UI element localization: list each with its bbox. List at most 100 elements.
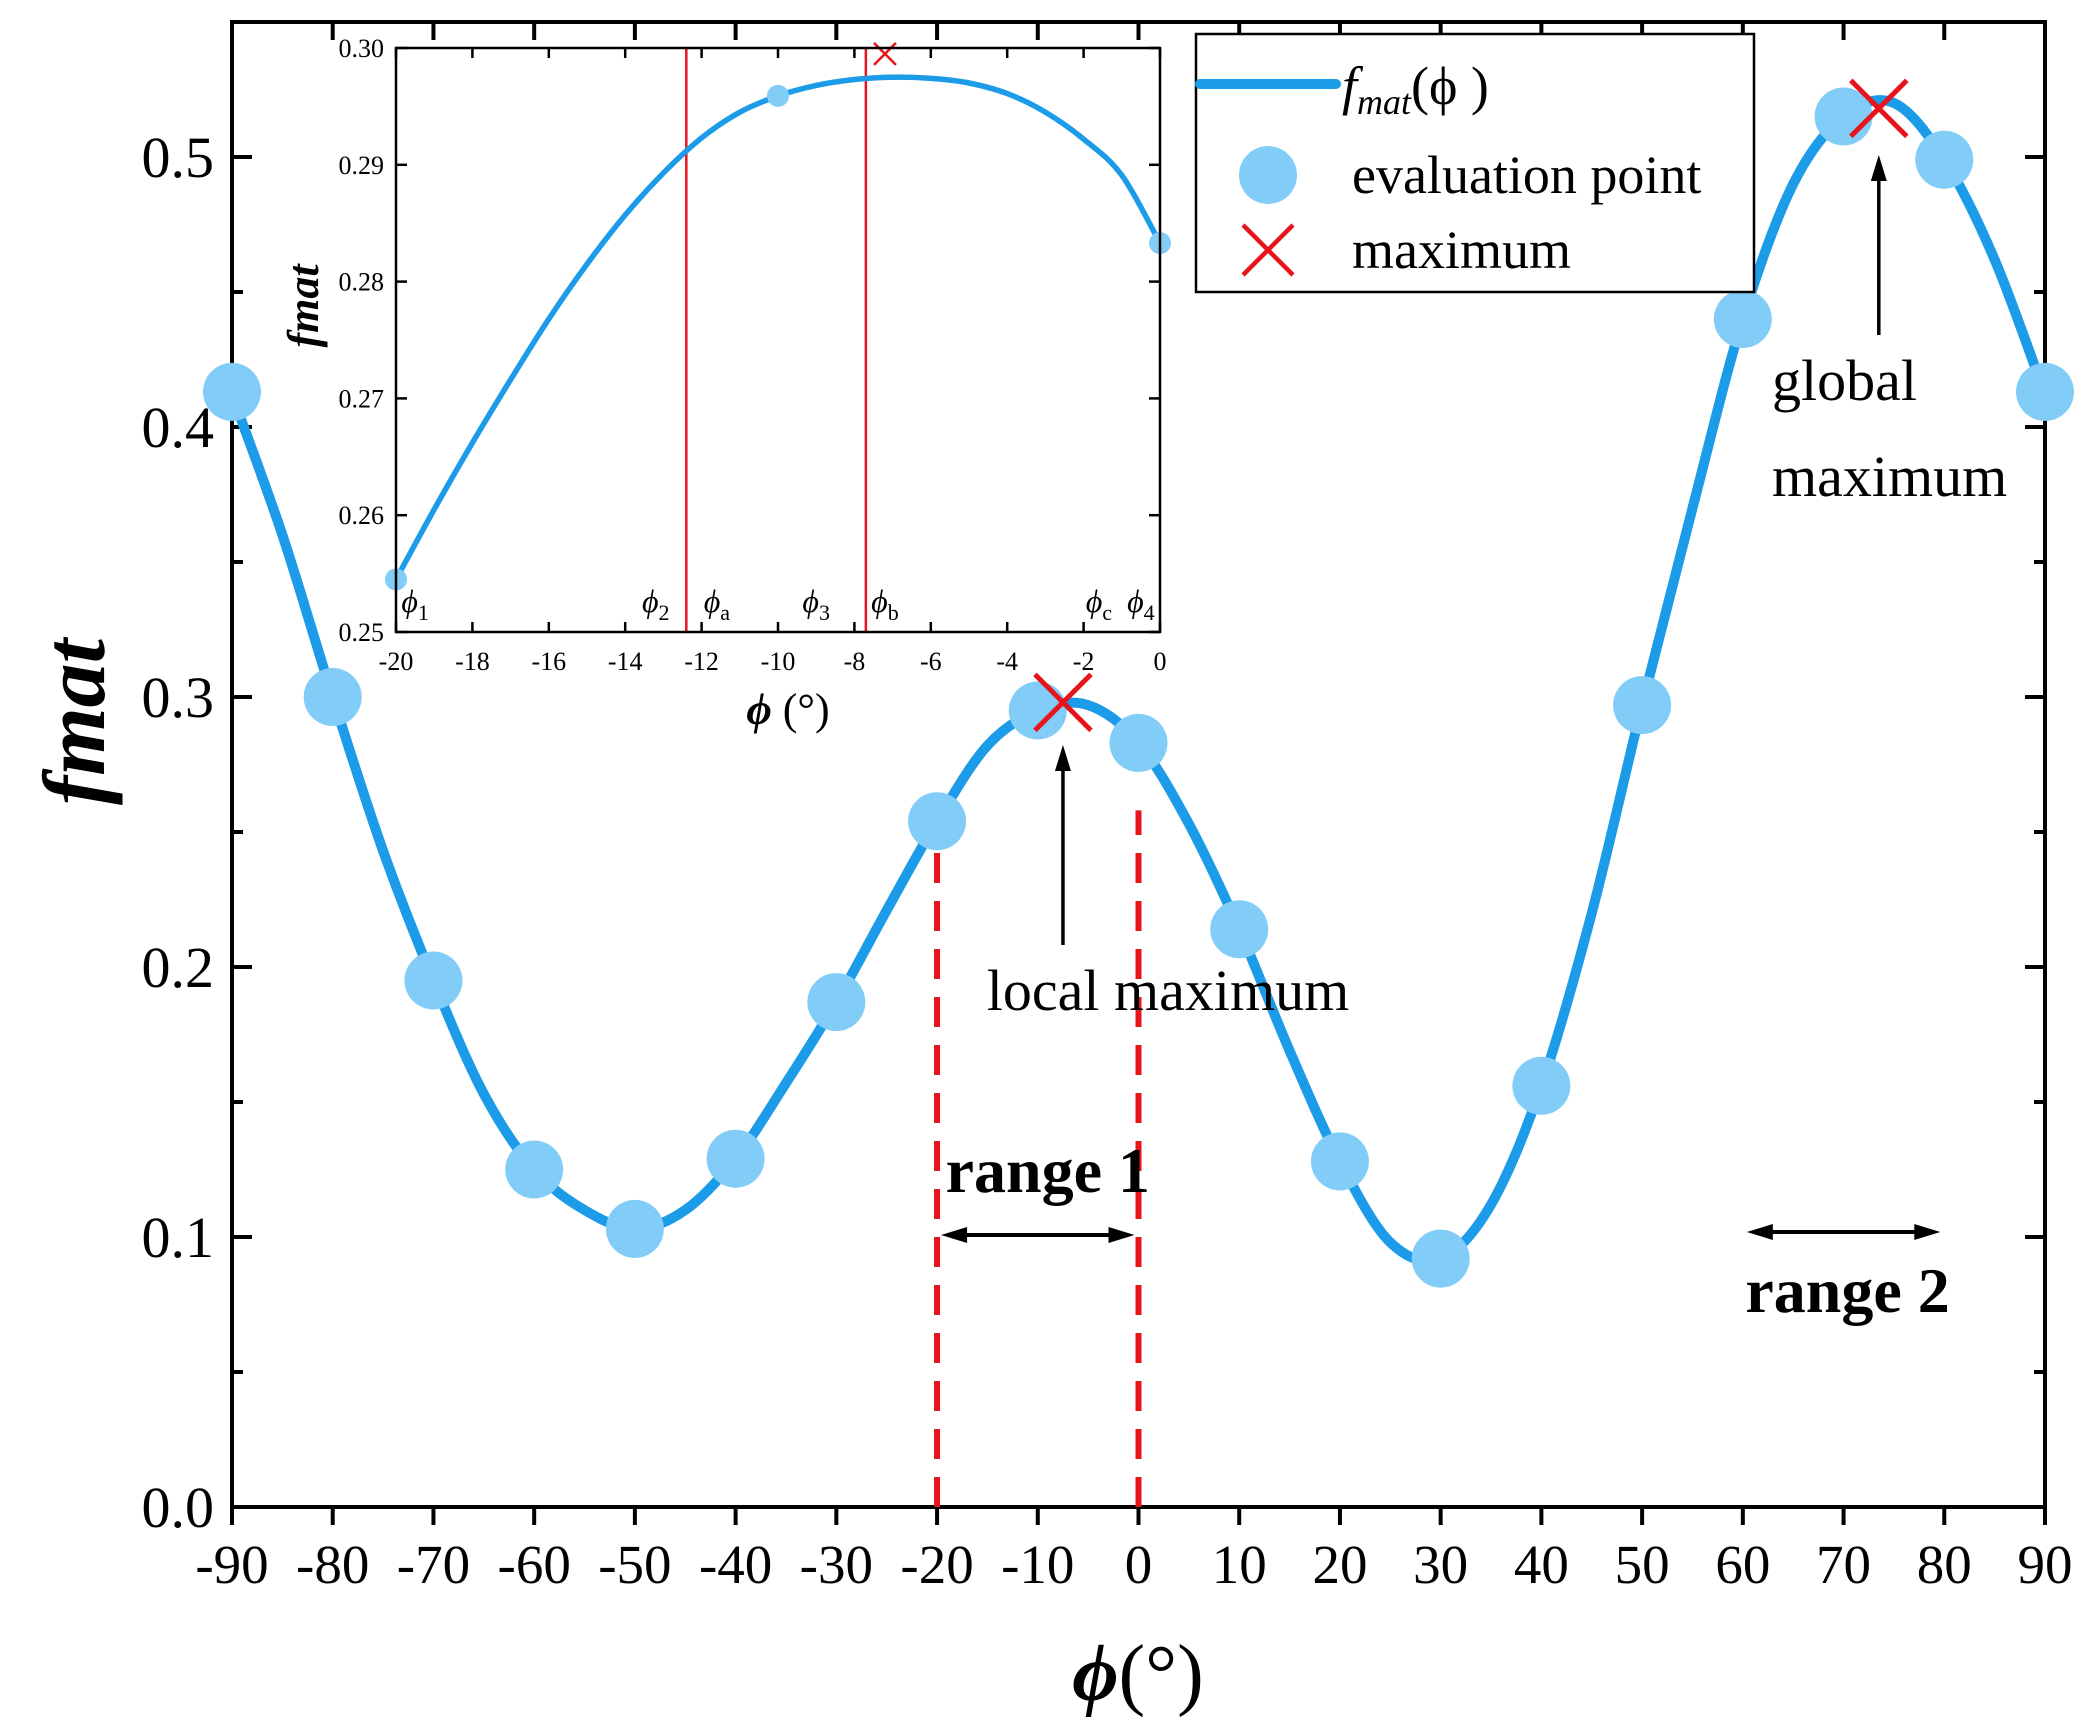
range1-arrowhead-right [1108, 1227, 1135, 1243]
main-x-tick-label: 30 [1413, 1534, 1468, 1595]
main-evaluation-point [2016, 362, 2074, 421]
local-maximum-arrowhead [1054, 745, 1071, 771]
main-evaluation-point [1512, 1056, 1571, 1115]
range2-arrowhead-left [1746, 1224, 1773, 1240]
main-evaluation-point [1109, 713, 1168, 772]
main-x-axis-unit: (°) [1119, 1630, 1204, 1718]
inset-x-tick-label: -10 [761, 647, 796, 676]
main-x-tick-label: 10 [1212, 1534, 1267, 1595]
main-x-tick-label: 90 [2018, 1534, 2073, 1595]
legend-maximum-sample [1241, 223, 1295, 277]
local-maximum-label: local maximum [987, 958, 1349, 1023]
range2-label: range 2 [1745, 1255, 1949, 1326]
main-x-tick-label: -90 [195, 1534, 268, 1595]
inset-phi-symbol: ϕ [1127, 583, 1144, 619]
inset-phi-subscript: c [1102, 600, 1112, 625]
main-x-tick-label: -30 [800, 1534, 873, 1595]
main-evaluation-point [203, 362, 261, 421]
inset-phi-subscript: 1 [418, 600, 429, 625]
main-evaluation-point [908, 792, 967, 851]
main-evaluation-point [807, 973, 866, 1032]
main-maximum-marker [1849, 78, 1909, 139]
inset-phi-symbol: ϕ [1086, 583, 1103, 619]
inset-x-tick-label: -4 [996, 647, 1018, 676]
main-x-tick-label: -50 [598, 1534, 671, 1595]
inset-phi-symbol: ϕ [704, 583, 721, 619]
main-x-tick-label: 20 [1312, 1534, 1367, 1595]
inset-phi-labels: ϕ1 ϕ2 ϕa ϕ3 ϕb ϕc ϕ4 [401, 583, 1154, 625]
inset-phi-label-a: ϕa [704, 583, 731, 625]
inset-x-ticks: -20 -18 -16 -14 -12 -10 -8 -6 -4 -2 0 [379, 48, 1167, 676]
inset-y-tick-label: 0.27 [339, 384, 385, 413]
main-y-tick-label: 0.5 [142, 125, 215, 190]
legend-point-sample [1239, 146, 1297, 204]
inset-background [396, 48, 1160, 632]
inset-x-tick-label: -8 [844, 647, 866, 676]
main-evaluation-point [1411, 1229, 1470, 1288]
main-evaluation-point [505, 1140, 564, 1199]
main-y-tick-label: 0.2 [142, 935, 215, 1000]
legend-line-arg: (ϕ ) [1411, 56, 1489, 116]
global-maximum-label-line2: maximum [1772, 444, 2007, 509]
global-maximum-arrowhead [1870, 155, 1887, 181]
legend-maximum-cross [1241, 223, 1295, 277]
main-range-lines [934, 810, 1142, 1507]
range2-arrowhead-right [1914, 1224, 1941, 1240]
main-y-axis-label: fmat [27, 636, 124, 805]
inset-phi-label-c: ϕc [1086, 583, 1113, 625]
main-x-tick-label: 80 [1917, 1534, 1972, 1595]
main-evaluation-point [1310, 1132, 1369, 1191]
inset-y-tick-label: 0.25 [339, 618, 385, 647]
main-evaluation-point [1915, 130, 1974, 189]
main-x-ticks: -90 -80 -70 -60 -50 -40 -30 -20 -10 0 10 20 30 40 50 60… [195, 22, 2073, 1595]
main-evaluation-point [706, 1129, 765, 1188]
inset-maximum-markers [873, 41, 897, 66]
inset-phi-symbol: ϕ [642, 583, 659, 619]
main-x-tick-label: 60 [1715, 1534, 1770, 1595]
legend-maximum-cross-stroke-b [1241, 223, 1295, 277]
inset-y-tick-label: 0.28 [339, 268, 385, 297]
inset-phi-label-1: ϕ1 [401, 583, 429, 625]
main-evaluation-point [1210, 900, 1269, 959]
legend-point-label: evaluation point [1352, 145, 1701, 205]
inset-x-axis-symbol: ϕ [746, 685, 771, 734]
legend-line-label: fmat(ϕ ) [1342, 56, 1489, 122]
main-y-ticks: 0.0 0.1 0.2 0.3 0.4 0.5 [142, 20, 2045, 1540]
inset-x-tick-label: -18 [455, 647, 490, 676]
inset-y-tick-label: 0.29 [339, 151, 385, 180]
range1-label: range 1 [946, 1135, 1150, 1206]
main-evaluation-point [1613, 676, 1672, 735]
inset-chart: 0.250.260.270.280.290.30 -20 -18 -16 -14 -12… [279, 34, 1171, 734]
inset-phi-subscript: b [888, 600, 899, 625]
main-annotations: local maximum global maximum range 1 range 2 [941, 155, 2007, 1326]
inset-phi-label-2: ϕ2 [642, 583, 670, 625]
inset-x-tick-label: -16 [531, 647, 566, 676]
main-x-tick-label: -20 [900, 1534, 973, 1595]
inset-x-tick-label: -2 [1073, 647, 1095, 676]
inset-phi-subscript: a [720, 600, 730, 625]
main-x-tick-label: -10 [1001, 1534, 1074, 1595]
main-y-tick-label: 0.1 [142, 1205, 215, 1270]
inset-x-axis-unit: (°) [772, 685, 830, 734]
main-x-tick-label: -40 [699, 1534, 772, 1595]
inset-y-tick-label: 0.30 [339, 34, 385, 63]
main-x-tick-label: 70 [1816, 1534, 1871, 1595]
inset-phi-symbol: ϕ [871, 583, 888, 619]
inset-x-axis-label: ϕ (°) [746, 685, 829, 734]
legend-line-sub: mat [1357, 82, 1412, 122]
main-x-tick-label: 40 [1514, 1534, 1569, 1595]
inset-phi-symbol: ϕ [401, 583, 418, 619]
inset-phi-label-4: ϕ4 [1127, 583, 1155, 625]
main-maximum-marker [1033, 672, 1093, 733]
global-maximum-label-line1: global [1772, 348, 1917, 413]
inset-vlines [685, 48, 868, 632]
inset-phi-subscript: 2 [659, 600, 670, 625]
inset-y-axis-label: fmat [279, 263, 328, 348]
main-chart: 0.00.10.20.30.40.5 -90 -80 -70 -60 -50 -40 -30… [27, 20, 2074, 1718]
main-y-tick-label: 0.3 [142, 665, 215, 730]
inset-phi-label-b: ϕb [871, 583, 899, 625]
inset-x-tick-label: 0 [1154, 647, 1167, 676]
main-x-axis-symbol: ϕ [1072, 1630, 1118, 1718]
main-x-tick-label: -80 [296, 1534, 369, 1595]
